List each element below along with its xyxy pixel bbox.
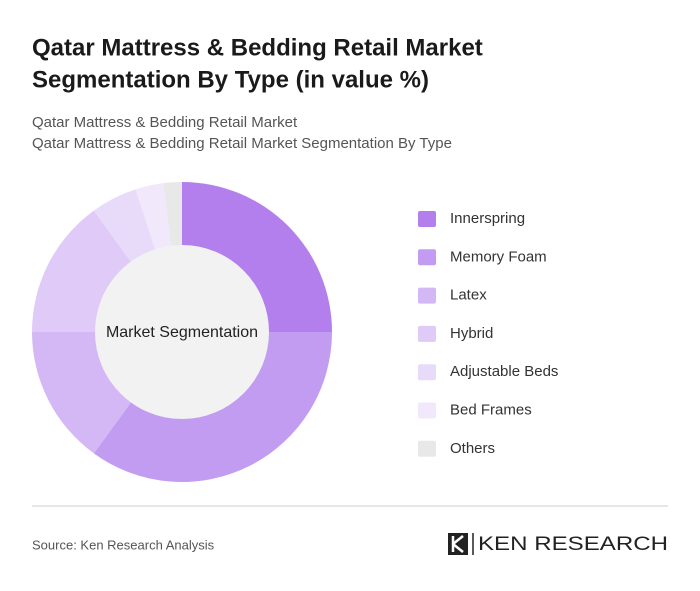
legend-swatch [418,287,436,304]
logo-icon [448,533,468,555]
logo-icon [451,535,464,553]
legend-label: Latex [450,287,487,304]
center-label: Market Segmentation [106,324,258,341]
chart-title: Segmentation By Type (in value %) [32,66,429,93]
chart-title: Qatar Mattress & Bedding Retail Market [32,34,483,61]
subtitle: Qatar Mattress & Bedding Retail Market S… [32,135,452,152]
legend-label: Hybrid [450,325,493,342]
logo: KEN RESEARCH [448,533,668,555]
logo-text: KEN RESEARCH [478,534,668,555]
legend-swatch [418,325,436,342]
legend-label: Bed Frames [450,401,532,418]
legend-label: Adjustable Beds [450,363,558,380]
donut-hole [95,245,269,419]
legend-swatch [418,402,436,419]
legend-label: Memory Foam [450,248,547,265]
legend-swatch [418,249,436,266]
legend-label: Others [450,440,495,457]
subtitle: Qatar Mattress & Bedding Retail Market [32,114,298,131]
source: Source: Ken Research Analysis [32,537,215,552]
legend-swatch [418,364,436,381]
legend-label: Innerspring [450,210,525,227]
legend-swatch [418,211,436,227]
legend-swatch [418,440,436,457]
